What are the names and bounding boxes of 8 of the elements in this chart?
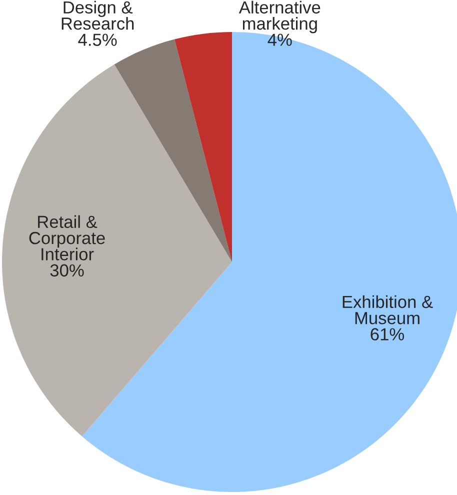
slice-label: Exhibition & Museum [342, 295, 433, 324]
slice-label: Retail & Corporate Interior [29, 215, 105, 260]
data-label: 4.5% [78, 34, 117, 46]
data-label: 61% [370, 328, 404, 340]
data-label: 30% [50, 264, 84, 277]
data-label: 4% [268, 34, 292, 46]
slice-label: Alternative marketing [238, 0, 320, 34]
slice-label: Design & Research [62, 0, 134, 30]
